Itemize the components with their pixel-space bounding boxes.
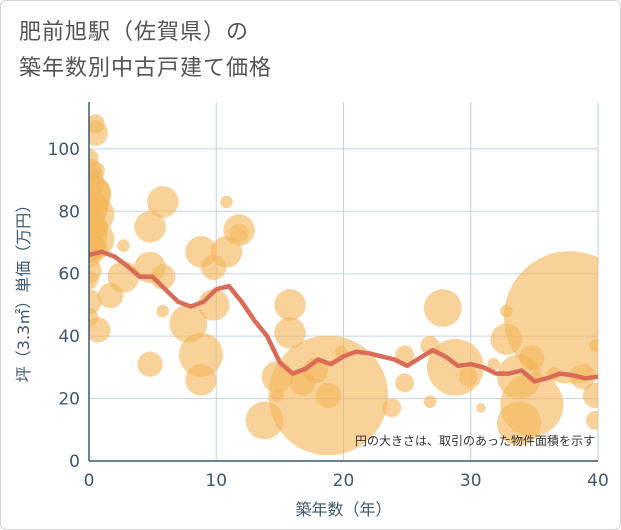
data-bubble: [274, 317, 306, 349]
data-bubble: [185, 364, 217, 396]
x-tick-label: 30: [460, 471, 482, 491]
y-tick-label: 60: [58, 265, 80, 285]
data-bubble: [229, 223, 249, 243]
data-bubble: [395, 373, 415, 393]
data-bubble: [137, 351, 163, 377]
bubble-series: [89, 114, 598, 456]
data-bubble: [458, 367, 478, 387]
chart-title-line-1: 肥前旭駅（佐賀県）の: [19, 20, 250, 45]
data-bubble: [89, 270, 99, 290]
data-bubble: [220, 195, 233, 209]
x-tick-label: 40: [587, 471, 609, 491]
data-bubble: [147, 186, 179, 218]
data-bubble: [382, 398, 402, 418]
y-tick-label: 0: [69, 452, 80, 472]
x-tick-label: 10: [205, 471, 227, 491]
data-bubble: [423, 395, 437, 408]
data-bubble: [89, 120, 108, 146]
x-axis-title: 築年数（年）: [295, 500, 391, 519]
y-tick-label: 40: [58, 327, 80, 347]
x-tick-label: 20: [333, 471, 355, 491]
data-bubble: [89, 317, 111, 343]
chart-title-line-2: 築年数別中古戸建て価格: [19, 56, 273, 81]
data-bubble: [586, 410, 598, 430]
chart-title: 肥前旭駅（佐賀県）の 築年数別中古戸建て価格: [19, 15, 272, 87]
data-bubble: [423, 289, 462, 327]
data-bubble: [500, 373, 564, 437]
data-bubble: [476, 403, 486, 413]
data-bubble: [395, 345, 415, 365]
data-bubble: [89, 161, 105, 181]
bubble-size-note: 円の大きさは、取引のあった物件面積を示す: [355, 433, 595, 448]
data-bubble: [274, 289, 306, 321]
y-tick-label: 100: [48, 140, 80, 160]
data-bubble: [582, 382, 598, 409]
data-bubble: [487, 357, 500, 371]
data-bubble: [89, 236, 108, 262]
y-tick-label: 20: [58, 390, 80, 410]
y-tick-label: 80: [58, 202, 80, 222]
data-bubble: [134, 211, 166, 243]
data-bubble: [503, 251, 598, 384]
data-bubble: [117, 239, 130, 252]
x-tick-label: 0: [84, 471, 95, 491]
y-axis-title: 坪（3.3㎡）単価（万円）: [14, 197, 33, 382]
data-bubble: [156, 304, 170, 318]
data-bubble: [315, 382, 341, 409]
average-price-line: [89, 249, 598, 384]
data-bubble: [589, 339, 598, 352]
data-bubble: [178, 332, 224, 377]
